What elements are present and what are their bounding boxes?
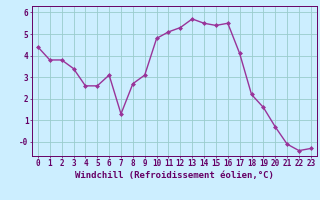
X-axis label: Windchill (Refroidissement éolien,°C): Windchill (Refroidissement éolien,°C) (75, 171, 274, 180)
